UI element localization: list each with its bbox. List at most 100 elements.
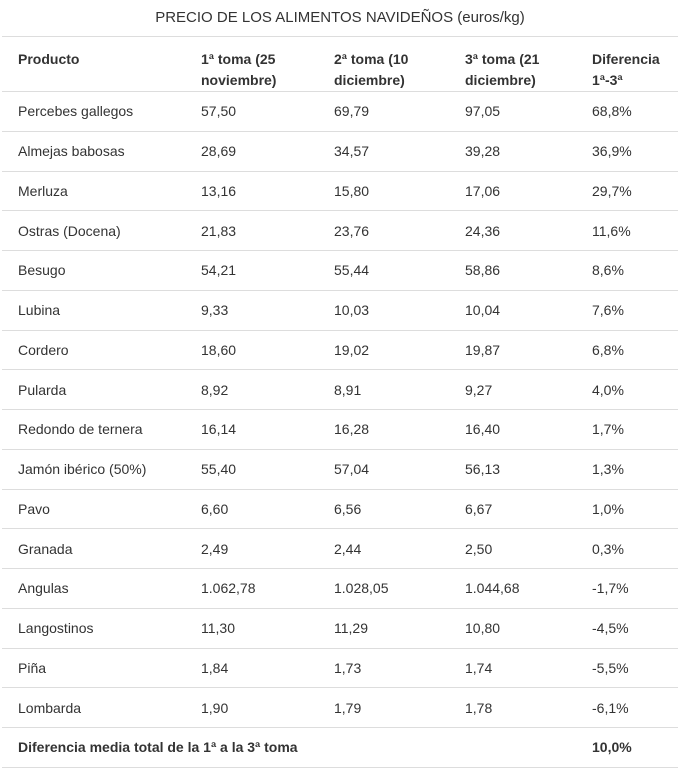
diferencia-cell: 1,3% xyxy=(576,449,678,490)
header-producto: Producto xyxy=(2,36,185,92)
table-row: Cordero 18,60 19,02 19,87 6,8% xyxy=(2,330,678,371)
header-diferencia: Diferencia 1ª-3ª xyxy=(576,36,678,92)
table-row: Jamón ibérico (50%) 55,40 57,04 56,13 1,3% xyxy=(2,449,678,490)
table-row: Lubina 9,33 10,03 10,04 7,6% xyxy=(2,290,678,331)
header-toma-3: 3ª toma (21 diciembre) xyxy=(449,36,576,92)
table-row: Lombarda 1,90 1,79 1,78 -6,1% xyxy=(2,687,678,728)
toma-3-cell: 16,40 xyxy=(449,409,576,450)
toma-2-cell: 69,79 xyxy=(318,91,449,132)
toma-2-cell: 19,02 xyxy=(318,330,449,371)
toma-2-cell: 1,73 xyxy=(318,648,449,689)
product-cell: Jamón ibérico (50%) xyxy=(2,449,185,490)
toma-2-cell: 2,44 xyxy=(318,528,449,569)
toma-3-cell: 6,67 xyxy=(449,489,576,530)
toma-2-cell: 15,80 xyxy=(318,171,449,212)
diferencia-cell: -4,5% xyxy=(576,608,678,649)
toma-1-cell: 9,33 xyxy=(185,290,318,331)
total-row: Diferencia media total de la 1ª a la 3ª … xyxy=(2,727,678,768)
toma-3-cell: 17,06 xyxy=(449,171,576,212)
product-cell: Pavo xyxy=(2,489,185,530)
toma-3-cell: 1.044,68 xyxy=(449,568,576,609)
toma-3-cell: 97,05 xyxy=(449,91,576,132)
table-row: Merluza 13,16 15,80 17,06 29,7% xyxy=(2,171,678,212)
table-body: Percebes gallegos 57,50 69,79 97,05 68,8% Alm… xyxy=(2,91,678,768)
diferencia-cell: -5,5% xyxy=(576,648,678,689)
product-cell: Granada xyxy=(2,528,185,569)
table-row: Redondo de ternera 16,14 16,28 16,40 1,7% xyxy=(2,409,678,450)
diferencia-cell: -1,7% xyxy=(576,568,678,609)
table-row: Ostras (Docena) 21,83 23,76 24,36 11,6% xyxy=(2,210,678,251)
toma-2-cell: 23,76 xyxy=(318,210,449,251)
diferencia-cell: 4,0% xyxy=(576,369,678,410)
table-title: PRECIO DE LOS ALIMENTOS NAVIDEÑOS (euros… xyxy=(155,9,525,26)
header-row: Producto 1ª toma (25 noviembre) 2ª toma … xyxy=(2,36,678,92)
toma-1-cell: 2,49 xyxy=(185,528,318,569)
toma-1-cell: 54,21 xyxy=(185,250,318,291)
product-cell: Merluza xyxy=(2,171,185,212)
header-toma-1: 1ª toma (25 noviembre) xyxy=(185,36,318,92)
product-cell: Besugo xyxy=(2,250,185,291)
header-toma-2: 2ª toma (10 diciembre) xyxy=(318,36,449,92)
price-table: Producto 1ª toma (25 noviembre) 2ª toma … xyxy=(2,36,678,768)
toma-2-cell: 34,57 xyxy=(318,131,449,172)
toma-2-cell: 55,44 xyxy=(318,250,449,291)
product-cell: Almejas babosas xyxy=(2,131,185,172)
product-cell: Pularda xyxy=(2,369,185,410)
toma-1-cell: 55,40 xyxy=(185,449,318,490)
toma-1-cell: 1.062,78 xyxy=(185,568,318,609)
toma-1-cell: 18,60 xyxy=(185,330,318,371)
total-label: Diferencia media total de la 1ª a la 3ª … xyxy=(2,727,576,768)
toma-1-cell: 1,84 xyxy=(185,648,318,689)
toma-2-cell: 6,56 xyxy=(318,489,449,530)
product-cell: Cordero xyxy=(2,330,185,371)
toma-2-cell: 57,04 xyxy=(318,449,449,490)
toma-3-cell: 9,27 xyxy=(449,369,576,410)
table-row: Angulas 1.062,78 1.028,05 1.044,68 -1,7% xyxy=(2,568,678,609)
toma-2-cell: 1,79 xyxy=(318,687,449,728)
toma-3-cell: 58,86 xyxy=(449,250,576,291)
toma-2-cell: 1.028,05 xyxy=(318,568,449,609)
toma-1-cell: 6,60 xyxy=(185,489,318,530)
toma-2-cell: 10,03 xyxy=(318,290,449,331)
diferencia-cell: 68,8% xyxy=(576,91,678,132)
diferencia-cell: 6,8% xyxy=(576,330,678,371)
product-cell: Ostras (Docena) xyxy=(2,210,185,251)
diferencia-cell: 1,7% xyxy=(576,409,678,450)
toma-3-cell: 1,78 xyxy=(449,687,576,728)
toma-1-cell: 13,16 xyxy=(185,171,318,212)
diferencia-cell: -6,1% xyxy=(576,687,678,728)
table-row: Almejas babosas 28,69 34,57 39,28 36,9% xyxy=(2,131,678,172)
table-row: Piña 1,84 1,73 1,74 -5,5% xyxy=(2,648,678,689)
toma-1-cell: 21,83 xyxy=(185,210,318,251)
product-cell: Redondo de ternera xyxy=(2,409,185,450)
product-cell: Angulas xyxy=(2,568,185,609)
toma-3-cell: 56,13 xyxy=(449,449,576,490)
product-cell: Lombarda xyxy=(2,687,185,728)
toma-2-cell: 11,29 xyxy=(318,608,449,649)
table-row: Pavo 6,60 6,56 6,67 1,0% xyxy=(2,489,678,530)
table-row: Pularda 8,92 8,91 9,27 4,0% xyxy=(2,369,678,410)
product-cell: Piña xyxy=(2,648,185,689)
toma-3-cell: 10,80 xyxy=(449,608,576,649)
toma-1-cell: 16,14 xyxy=(185,409,318,450)
toma-1-cell: 57,50 xyxy=(185,91,318,132)
toma-1-cell: 11,30 xyxy=(185,608,318,649)
toma-3-cell: 19,87 xyxy=(449,330,576,371)
diferencia-cell: 7,6% xyxy=(576,290,678,331)
diferencia-cell: 8,6% xyxy=(576,250,678,291)
product-cell: Percebes gallegos xyxy=(2,91,185,132)
toma-3-cell: 2,50 xyxy=(449,528,576,569)
toma-1-cell: 8,92 xyxy=(185,369,318,410)
table-row: Langostinos 11,30 11,29 10,80 -4,5% xyxy=(2,608,678,649)
table-row: Percebes gallegos 57,50 69,79 97,05 68,8% xyxy=(2,91,678,132)
total-value: 10,0% xyxy=(576,727,678,768)
diferencia-cell: 1,0% xyxy=(576,489,678,530)
toma-2-cell: 8,91 xyxy=(318,369,449,410)
product-cell: Langostinos xyxy=(2,608,185,649)
diferencia-cell: 11,6% xyxy=(576,210,678,251)
toma-3-cell: 39,28 xyxy=(449,131,576,172)
table-row: Granada 2,49 2,44 2,50 0,3% xyxy=(2,528,678,569)
toma-2-cell: 16,28 xyxy=(318,409,449,450)
toma-3-cell: 24,36 xyxy=(449,210,576,251)
diferencia-cell: 0,3% xyxy=(576,528,678,569)
